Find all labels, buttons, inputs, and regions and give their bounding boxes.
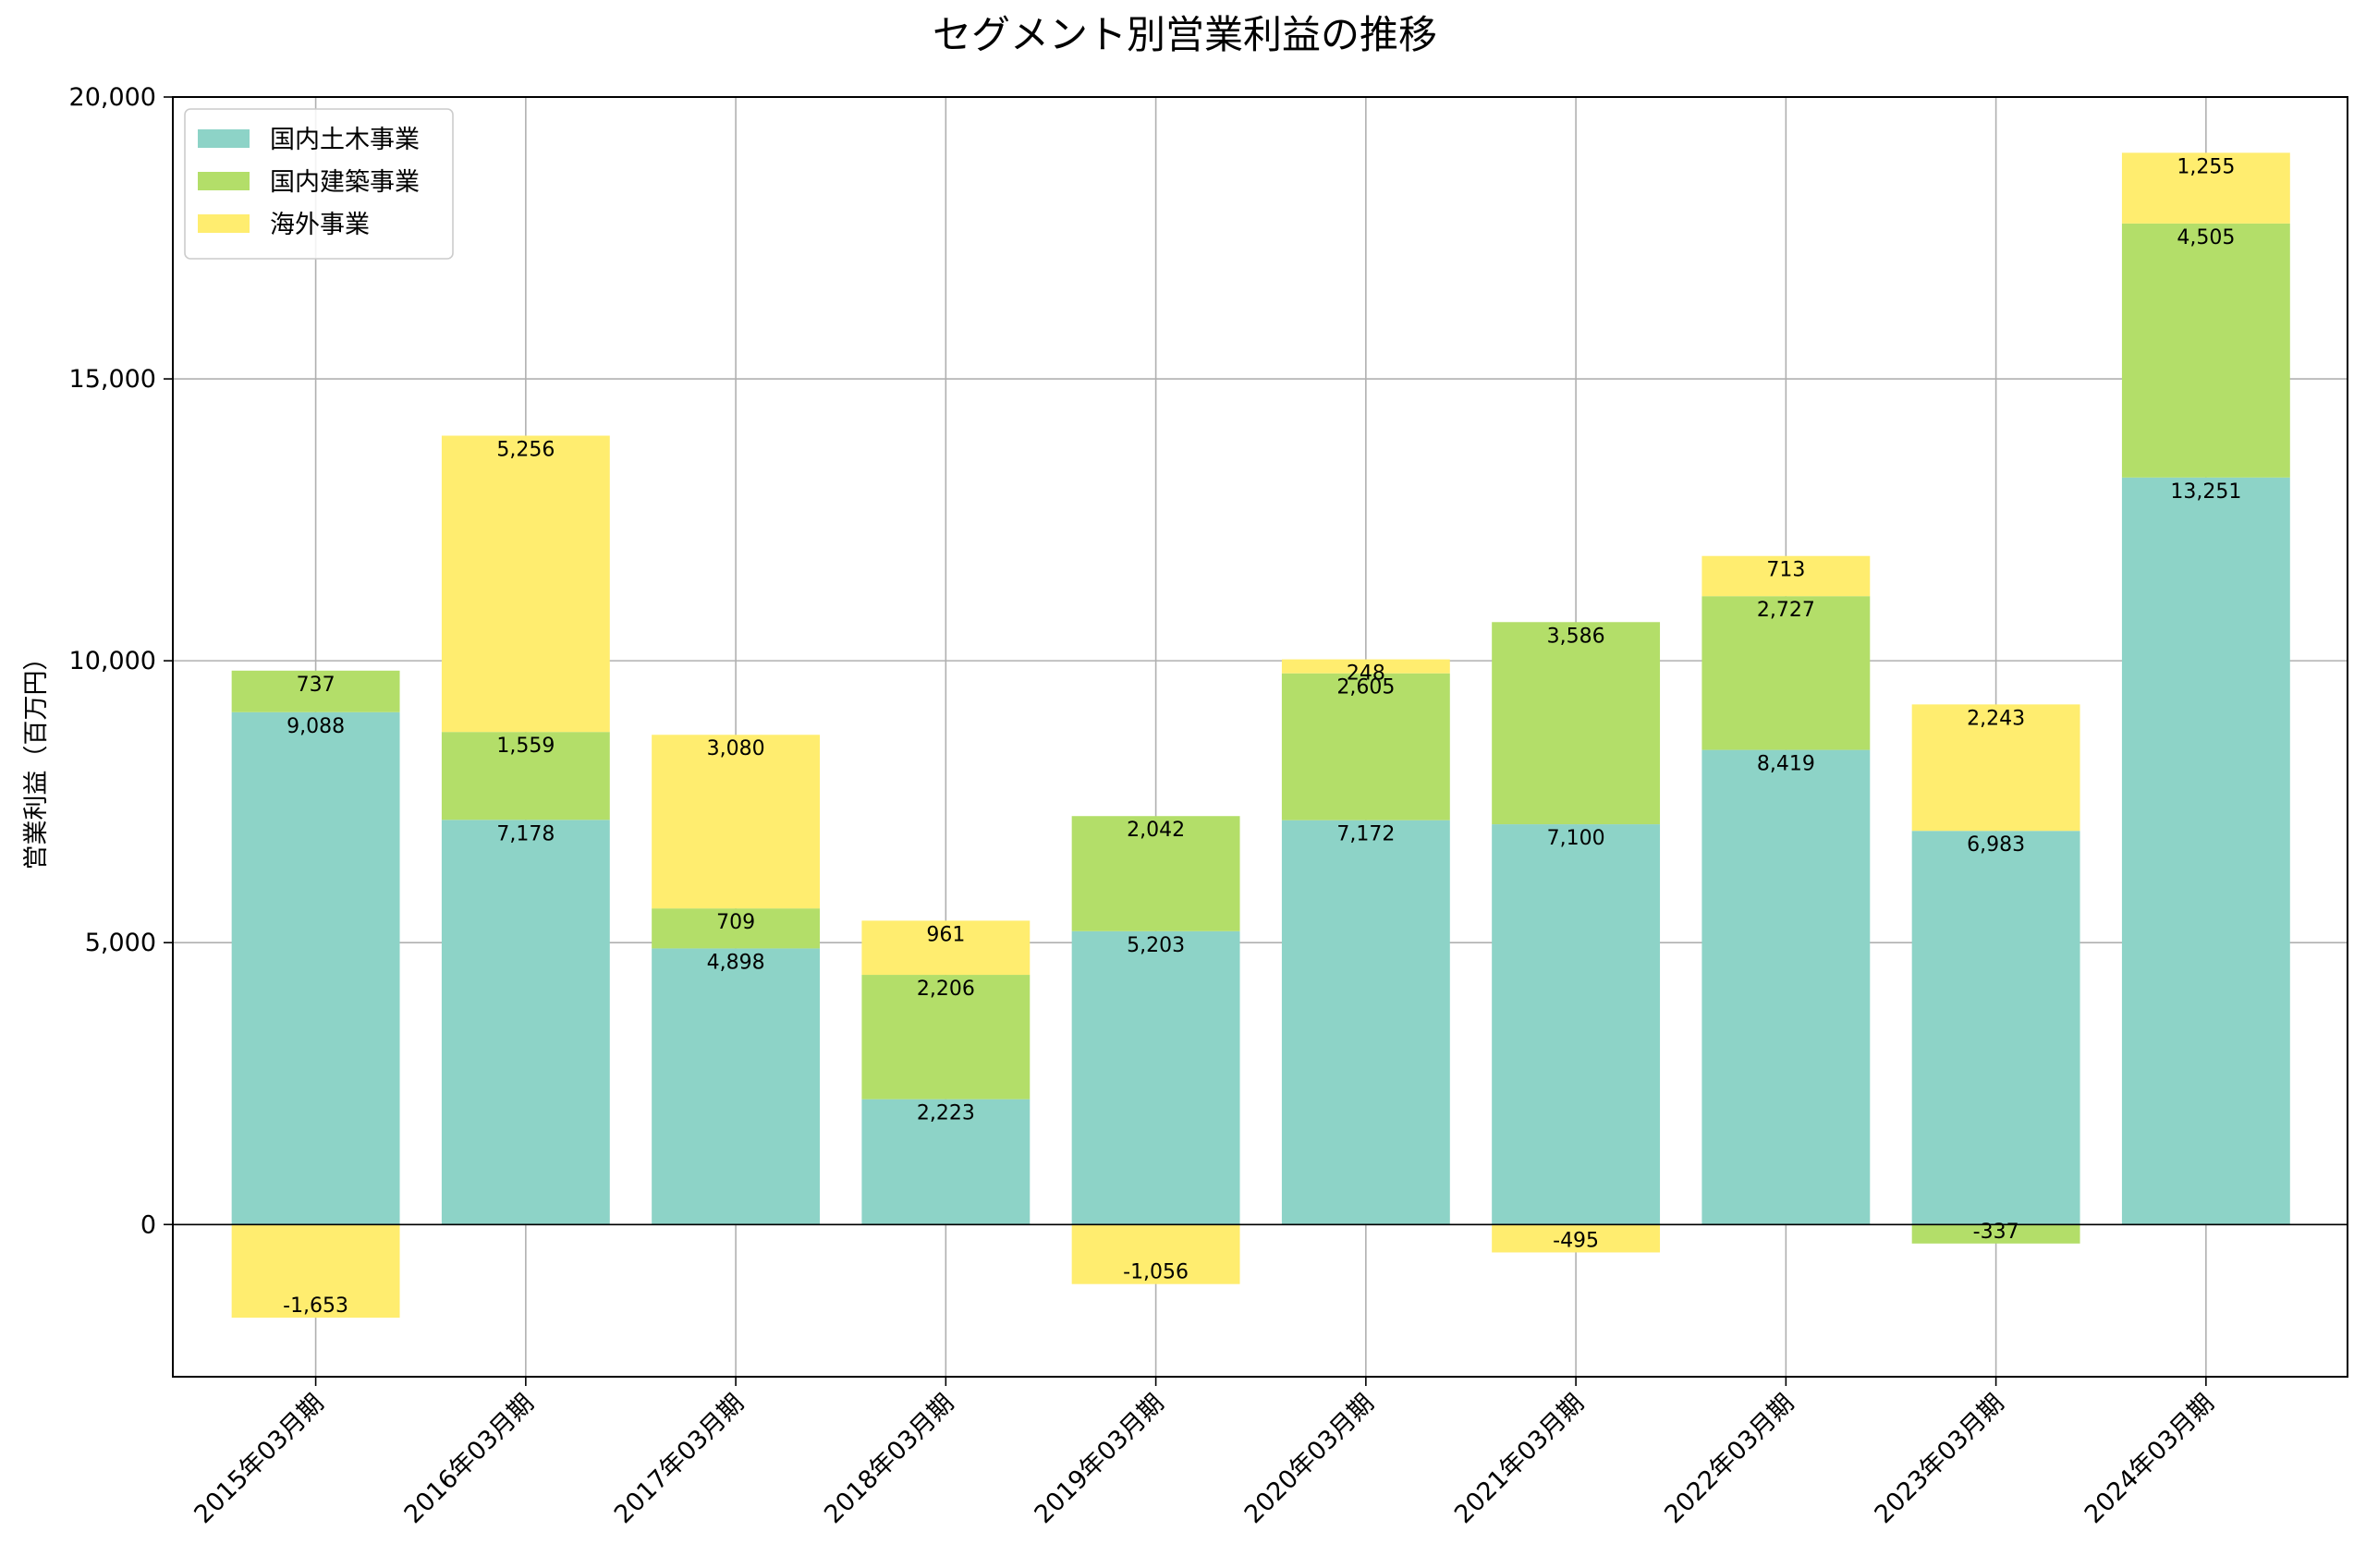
data-label: 961 bbox=[926, 923, 965, 946]
x-tick-label: 2018年03月期 bbox=[819, 1389, 959, 1529]
data-label: 713 bbox=[1766, 559, 1805, 582]
plot-frame bbox=[172, 96, 2348, 1378]
bar-segment bbox=[441, 820, 610, 1225]
bar-segment bbox=[2121, 477, 2290, 1225]
bar-segment bbox=[1911, 1224, 2080, 1244]
data-label: -1,653 bbox=[283, 1295, 348, 1318]
x-tick-label: 2019年03月期 bbox=[1029, 1389, 1169, 1529]
bar-segment bbox=[1281, 659, 1450, 674]
x-tick-label: 2016年03月期 bbox=[399, 1389, 540, 1529]
bar-segment bbox=[1492, 824, 1661, 1225]
data-label: -1,056 bbox=[1123, 1261, 1189, 1284]
bar-segment bbox=[2121, 152, 2290, 224]
bar-segment bbox=[861, 975, 1031, 1100]
data-label: 2,206 bbox=[917, 978, 975, 1001]
data-label: 2,727 bbox=[1757, 599, 1815, 622]
bar-segment bbox=[652, 948, 821, 1225]
bar-segment bbox=[652, 908, 821, 949]
data-label: 248 bbox=[1347, 662, 1385, 686]
x-tick-label: 2024年03月期 bbox=[2079, 1389, 2220, 1529]
y-tick-label: 5,000 bbox=[85, 929, 156, 957]
data-label: 709 bbox=[716, 911, 755, 934]
data-label: 7,178 bbox=[496, 822, 555, 845]
legend-label: 国内建築事業 bbox=[270, 168, 420, 197]
data-label: 7,172 bbox=[1336, 823, 1395, 846]
y-tick-label: 10,000 bbox=[69, 647, 156, 675]
data-label: 5,203 bbox=[1127, 934, 1185, 957]
data-label: 4,898 bbox=[707, 951, 765, 974]
data-label: 3,586 bbox=[1547, 625, 1605, 648]
legend-swatch bbox=[198, 129, 250, 148]
data-label: 1,255 bbox=[2177, 155, 2235, 178]
bar-segment bbox=[1281, 673, 1450, 820]
legend-label: 海外事業 bbox=[270, 211, 370, 239]
x-tick-label: 2015年03月期 bbox=[189, 1389, 329, 1529]
x-tick-label: 2020年03月期 bbox=[1239, 1389, 1380, 1529]
bar-segment bbox=[441, 732, 610, 820]
bar-segment bbox=[441, 435, 610, 733]
bar-segment bbox=[1911, 831, 2080, 1225]
data-label: 2,605 bbox=[1336, 676, 1395, 699]
x-tick-label: 2023年03月期 bbox=[1869, 1389, 2009, 1529]
data-label: 3,080 bbox=[707, 737, 765, 760]
data-label: 737 bbox=[297, 674, 335, 697]
data-label: 6,983 bbox=[1967, 833, 2025, 857]
data-label: 1,559 bbox=[496, 735, 555, 758]
bar-segment bbox=[231, 1224, 400, 1319]
data-labels: 9,088 7,178 4,898 2,223 5,203 7,172 7,100 8,419… bbox=[283, 155, 2241, 1318]
bar-segment bbox=[1281, 820, 1450, 1225]
data-label: 2,223 bbox=[917, 1102, 975, 1125]
bar-segment bbox=[1492, 1224, 1661, 1253]
bar-segment bbox=[861, 920, 1031, 976]
bar-segment bbox=[1701, 749, 1871, 1225]
chart-title: セグメント別営業利益の推移 bbox=[933, 12, 1437, 57]
data-label: 4,505 bbox=[2177, 226, 2235, 249]
bar-segment bbox=[1701, 555, 1871, 597]
legend-box bbox=[184, 108, 454, 260]
bar-segment bbox=[2121, 223, 2290, 478]
bars bbox=[231, 152, 2290, 1319]
y-tick-label: 0 bbox=[140, 1210, 156, 1239]
bar-segment bbox=[1911, 704, 2080, 832]
data-label: 13,251 bbox=[2170, 480, 2241, 504]
bar-segment bbox=[231, 670, 400, 712]
bar-segment bbox=[231, 711, 400, 1225]
data-label: 8,419 bbox=[1757, 753, 1815, 776]
data-label: 7,100 bbox=[1547, 827, 1605, 850]
legend-label: 国内土木事業 bbox=[270, 126, 420, 154]
x-tick-label: 2022年03月期 bbox=[1659, 1389, 1799, 1529]
data-label: 2,243 bbox=[1967, 707, 2025, 730]
bar-segment bbox=[652, 735, 821, 909]
x-tick-label: 2017年03月期 bbox=[609, 1389, 750, 1529]
bar-segment bbox=[1071, 930, 1240, 1225]
bar-segment bbox=[1701, 596, 1871, 750]
legend-swatch bbox=[198, 172, 250, 190]
data-label: 9,088 bbox=[287, 715, 345, 738]
data-label: -495 bbox=[1553, 1229, 1599, 1252]
bar-segment bbox=[861, 1099, 1031, 1225]
bar-segment bbox=[1071, 816, 1240, 931]
x-tick-label: 2021年03月期 bbox=[1449, 1389, 1590, 1529]
data-label: 2,042 bbox=[1127, 819, 1185, 842]
bar-segment bbox=[1492, 622, 1661, 825]
y-axis-label: 営業利益（百万円） bbox=[22, 646, 51, 870]
y-tick-label: 20,000 bbox=[69, 83, 156, 112]
data-label: 5,256 bbox=[496, 439, 555, 462]
y-tick-label: 15,000 bbox=[69, 365, 156, 394]
legend-swatch bbox=[198, 214, 250, 233]
bar-segment bbox=[1071, 1224, 1240, 1284]
